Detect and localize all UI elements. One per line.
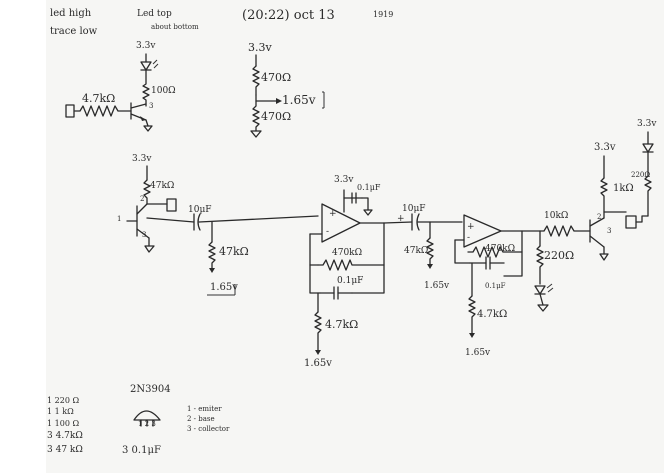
label-out-pin-3: 3 (607, 227, 612, 235)
resistor-top (252, 65, 260, 96)
label-3v3-divider: 3.3v (248, 41, 272, 54)
pullup-1k (600, 177, 608, 219)
resistor-100 (142, 69, 150, 107)
parts-list-item: 3 47 kΩ (47, 445, 83, 455)
pin-note-base: 2 - base (187, 415, 215, 423)
feedback-res-1 (317, 259, 385, 271)
label-amp1-plus: + (329, 209, 337, 219)
label-100-ohm: 100Ω (151, 86, 176, 96)
opamp-2 (463, 214, 502, 248)
resistor-bottom (252, 94, 260, 132)
transistor-pinout (133, 410, 161, 427)
feedback-res-2 (467, 246, 523, 258)
voltage-divider (250, 54, 325, 138)
label-1v65-bias-1: 1.65v (210, 282, 238, 293)
label-3v3-out: 3.3v (594, 142, 616, 153)
label-amp2-minus: - (467, 233, 471, 243)
base-res (539, 225, 591, 237)
transistor-pin-numbers: 1 2 3 (138, 420, 156, 428)
output-connector (625, 215, 637, 229)
output-led (534, 285, 546, 295)
parts-list-item: 1 100 Ω (47, 419, 80, 428)
resistor-4k7 (74, 105, 132, 117)
corner-mark: 1919 (373, 10, 394, 19)
resistor-bias-2 (426, 237, 434, 265)
label-plus-cap2: + (397, 214, 405, 224)
label-mic-pin-2: 2 (140, 195, 145, 203)
emitter-res (536, 245, 544, 285)
label-pin-3: 3 (149, 102, 154, 110)
label-1v65-bias-2: 1.65v (424, 281, 450, 291)
opamp-1 (321, 203, 361, 243)
label-amp1-minus: - (326, 227, 330, 237)
label-10uf-2: 10μF (402, 204, 426, 214)
ground-res-2 (468, 295, 476, 334)
resistor-pullup (143, 179, 151, 205)
label-1v65-out: 1.65v (282, 93, 316, 107)
label-0u1-fb1: 0.1μF (337, 276, 364, 286)
label-amp2-plus: + (467, 222, 475, 232)
amp-stage-2 (383, 213, 541, 338)
mic-connector (166, 198, 177, 212)
timestamp: (20:22) oct 13 (242, 8, 335, 23)
transistor-part-number: 2N3904 (130, 384, 171, 395)
label-220-side: 220Ω (631, 171, 651, 179)
label-4k7-driver: 4.7kΩ (82, 92, 116, 105)
label-47k-bias-2: 47kΩ (404, 246, 429, 256)
label-3v3-driver: 3.3v (136, 41, 156, 51)
note-led-top: Led top (137, 9, 172, 19)
label-1k-pullup: 1kΩ (613, 183, 634, 194)
pin-note-collector: 3 - collector (187, 425, 230, 433)
led-driver-circuit (65, 53, 159, 132)
label-1v65-ref1: 1.65v (304, 358, 332, 369)
parts-list-item: 3 4.7kΩ (47, 431, 83, 441)
note-trace-low: trace low (50, 26, 98, 37)
label-220-emitter: 220Ω (544, 249, 575, 262)
label-1v65-ref2: 1.65v (465, 348, 491, 358)
label-47k-bias-1: 47kΩ (219, 245, 249, 258)
amp-stage-1 (309, 189, 385, 355)
ground-symbol (143, 125, 153, 132)
label-10uf-1: 10μF (188, 205, 212, 215)
label-out-pin-2: 2 (597, 213, 602, 221)
label-3v3-side: 3.3v (637, 119, 657, 129)
label-3v3-amp1: 3.3v (334, 175, 354, 185)
resistor-bias-1 (208, 241, 216, 269)
label-0u1-fb2: 0.1μF (485, 282, 506, 290)
led-symbol (140, 61, 152, 71)
label-10k-base: 10kΩ (544, 211, 569, 221)
ground-res-1 (314, 311, 322, 351)
label-4k7-gnd1: 4.7kΩ (325, 318, 359, 331)
label-470k-fb1: 470kΩ (332, 248, 363, 258)
label-mic-pin-1: 1 (117, 215, 122, 223)
output-stage (534, 131, 654, 312)
label-0u1-decoupling: 0.1μF (357, 183, 381, 192)
indicator-led (642, 143, 654, 153)
side-res (644, 151, 652, 217)
note-led-high: led high (50, 8, 92, 19)
connector-pad (65, 104, 75, 118)
mic-stage (126, 165, 319, 296)
note-about-bottom: about bottom (151, 23, 199, 31)
label-3v3-mic: 3.3v (132, 154, 152, 164)
paper-margin (0, 0, 46, 473)
parts-list-item: 1 220 Ω (47, 396, 80, 405)
label-470k-fb2: 470kΩ (485, 244, 516, 254)
label-mic-pin-3: 3 (142, 231, 147, 239)
parts-list-item: 3 0.1μF (122, 445, 161, 456)
parts-list-item: 1 1 kΩ (47, 407, 74, 416)
label-4k7-gnd2: 4.7kΩ (477, 309, 508, 320)
label-470-top: 470Ω (261, 71, 292, 84)
label-470-bottom: 470Ω (261, 110, 292, 123)
label-47k-pullup: 47kΩ (150, 181, 175, 191)
pin-note-emitter: 1 - emiter (187, 405, 222, 413)
